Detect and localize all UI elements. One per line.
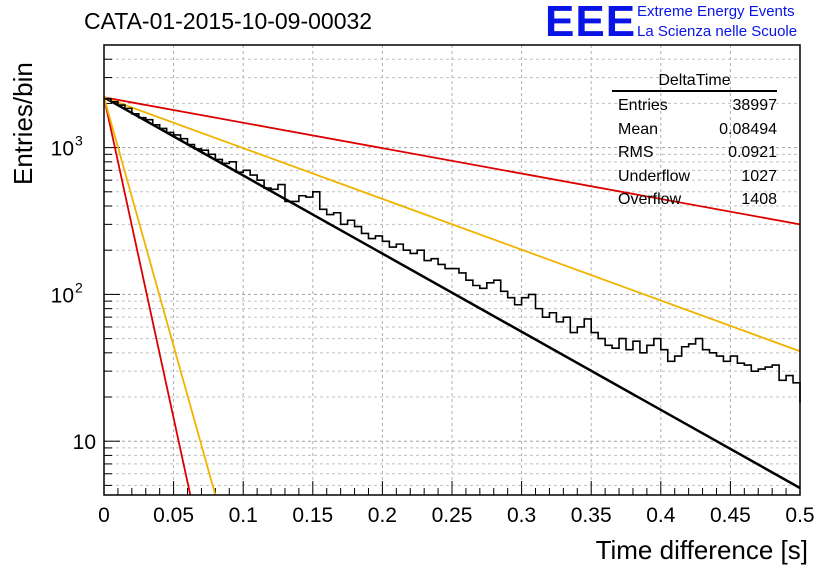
stats-label: Entries bbox=[618, 97, 668, 114]
stats-value: 1408 bbox=[741, 191, 777, 208]
fit-lines bbox=[103, 96, 801, 496]
histogram bbox=[104, 98, 801, 403]
stats-label: Mean bbox=[618, 120, 659, 138]
stats-value: 0.08494 bbox=[719, 120, 777, 138]
stats-box: DeltaTime Entries 38997 Mean 0.08494 RMS… bbox=[612, 72, 777, 212]
y-tick-label: 10 bbox=[73, 431, 96, 454]
x-tick-label: 0.3 bbox=[507, 504, 536, 527]
y-tick-exponent: 2 bbox=[75, 279, 83, 295]
fit-line bbox=[103, 96, 801, 226]
x-tick-label: 0.15 bbox=[292, 504, 333, 527]
logo-line-2: La Scienza nelle Scuole bbox=[637, 23, 798, 40]
histogram-steps bbox=[104, 98, 801, 403]
stats-label: RMS bbox=[618, 144, 654, 161]
stats-row: Underflow 1027 bbox=[612, 165, 777, 189]
stats-value: 0.0921 bbox=[728, 144, 777, 161]
x-tick-label: 0.05 bbox=[153, 504, 194, 527]
stats-value: 1027 bbox=[741, 167, 777, 185]
stats-row: Mean 0.08494 bbox=[612, 118, 777, 142]
grid-lines bbox=[103, 44, 801, 495]
x-axis-label: Time difference [s] bbox=[595, 535, 808, 565]
stats-label: Underflow bbox=[618, 167, 691, 185]
stats-value: 38997 bbox=[732, 97, 778, 114]
fit-line bbox=[103, 96, 801, 490]
x-tick-label: 0.45 bbox=[710, 504, 751, 527]
fit-line bbox=[103, 96, 801, 353]
y-axis-label: Entries/bin bbox=[8, 62, 38, 185]
y-tick-label: 10 bbox=[51, 138, 74, 161]
chart-title: CATA-01-2015-10-09-00032 bbox=[84, 8, 373, 34]
eee-logo: EEE bbox=[545, 0, 637, 46]
x-tick-label: 0.2 bbox=[368, 504, 397, 527]
fit-line bbox=[103, 97, 217, 496]
stats-row: Entries 38997 bbox=[612, 94, 777, 118]
y-tick-label: 10 bbox=[51, 284, 74, 307]
logo-line-1: Extreme Energy Events bbox=[637, 3, 795, 20]
y-tick-exponent: 3 bbox=[75, 133, 83, 149]
fit-line bbox=[103, 97, 192, 496]
stats-row: RMS 0.0921 bbox=[612, 141, 777, 165]
x-tick-label: 0.4 bbox=[646, 504, 676, 527]
stats-row: Overflow 1408 bbox=[612, 188, 777, 212]
plot-frame bbox=[103, 44, 801, 496]
stats-title: DeltaTime bbox=[612, 72, 777, 92]
stats-label: Overflow bbox=[618, 191, 682, 208]
x-tick-label: 0.35 bbox=[571, 504, 612, 527]
x-tick-label: 0.5 bbox=[785, 504, 814, 527]
x-tick-label: 0.25 bbox=[432, 504, 473, 527]
x-tick-label: 0 bbox=[98, 504, 110, 527]
tick-labels: 0 0.05 0.1 0.15 0.2 0.25 0.3 0.35 0.4 0.45 0.5 10 10… bbox=[51, 133, 815, 527]
x-tick-label: 0.1 bbox=[229, 504, 258, 527]
